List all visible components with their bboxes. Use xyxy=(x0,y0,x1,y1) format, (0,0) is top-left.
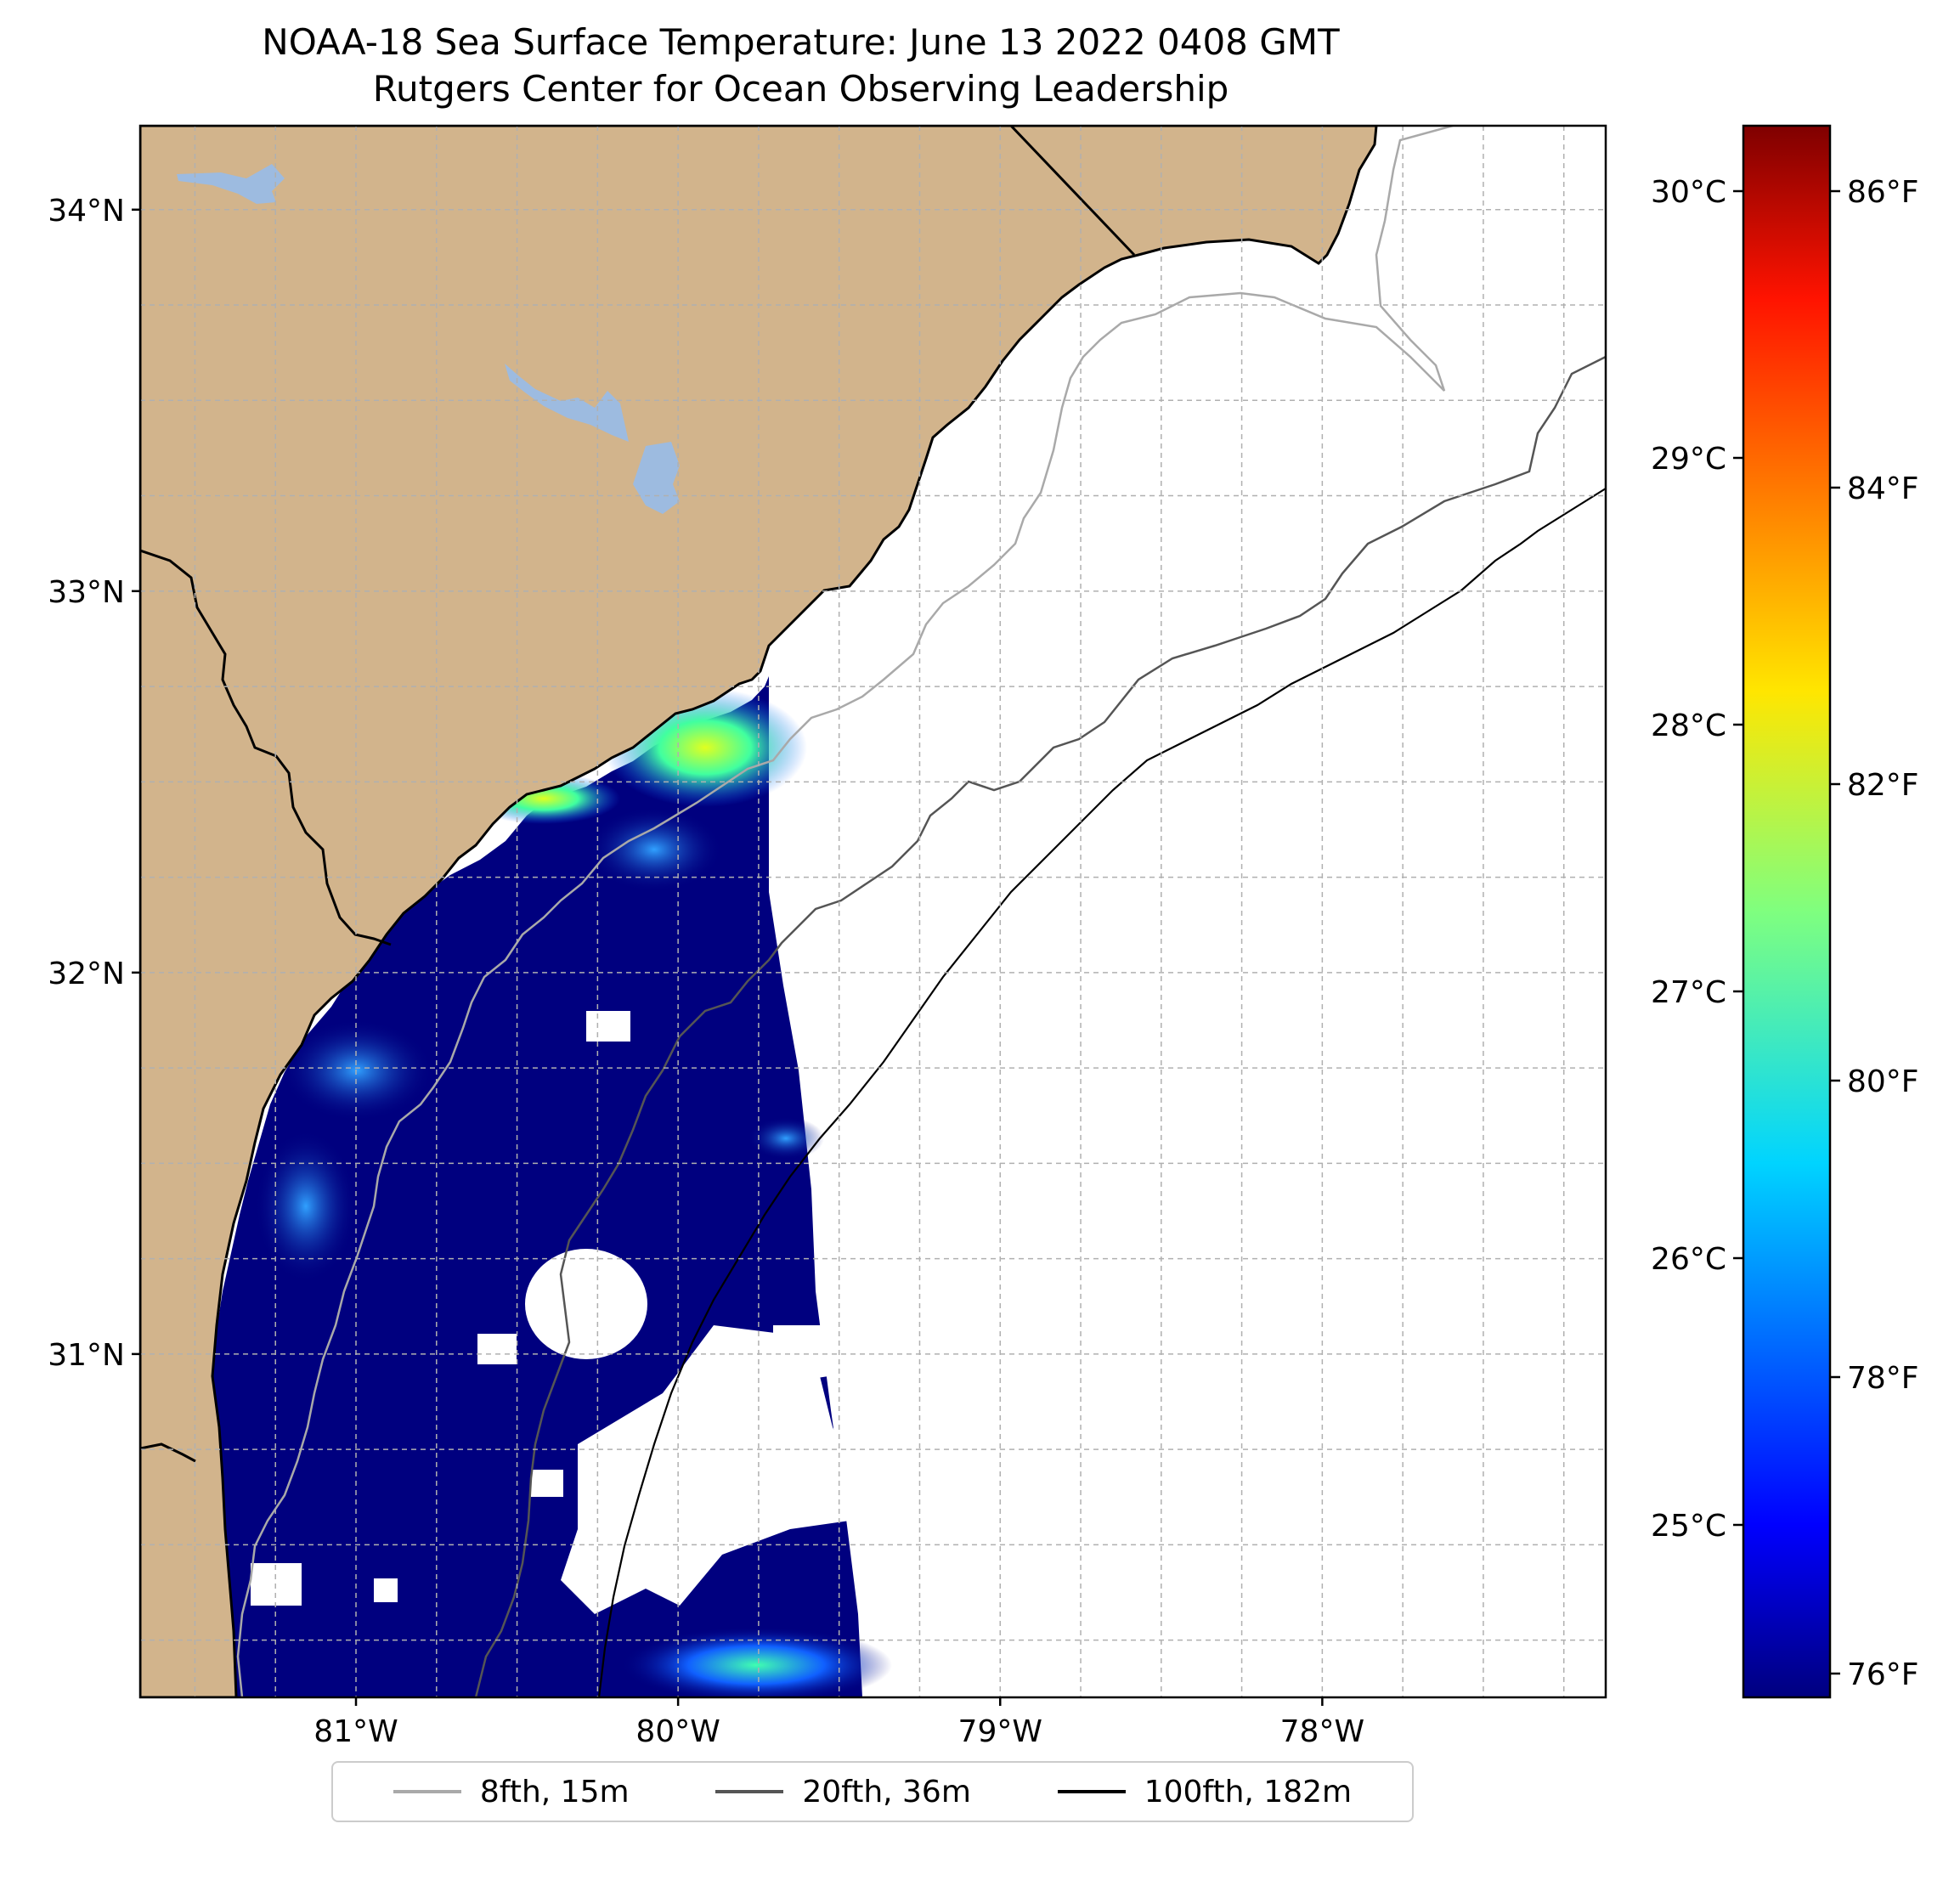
axis-ticks: 34°N 33°N 32°N 31°N 81°W 80°W 79°W 78°W xyxy=(48,194,1364,1749)
fahrenheit-tick-label: 82°F xyxy=(1847,768,1919,803)
legend-item-100fth: 100fth, 182m xyxy=(1057,1774,1353,1809)
celsius-tick-label: 26°C xyxy=(1651,1242,1726,1277)
warm-patch xyxy=(586,807,722,892)
legend-line xyxy=(393,1790,461,1793)
legend-item-20fth: 20fth, 36m xyxy=(715,1775,971,1809)
lake xyxy=(177,164,285,204)
lon-tick-label: 81°W xyxy=(313,1714,398,1749)
celsius-tick-label: 25°C xyxy=(1651,1509,1726,1544)
warm-patch xyxy=(620,1627,892,1697)
map-border xyxy=(138,124,1607,1699)
celsius-tick-label: 29°C xyxy=(1651,442,1726,477)
fahrenheit-tick-label: 78°F xyxy=(1847,1361,1919,1396)
lon-tick-label: 78°W xyxy=(1280,1714,1364,1749)
fahrenheit-tick-label: 86°F xyxy=(1847,175,1919,210)
fahrenheit-tick-label: 76°F xyxy=(1847,1657,1919,1692)
warm-patch xyxy=(280,1019,433,1121)
lat-tick-label: 32°N xyxy=(48,957,125,991)
contour-20fth xyxy=(474,355,1606,1697)
map-title: NOAA-18 Sea Surface Temperature: June 13… xyxy=(262,21,1340,63)
lat-tick-label: 31°N xyxy=(48,1338,125,1373)
lat-tick-label: 34°N xyxy=(48,194,125,229)
celsius-tick-label: 28°C xyxy=(1651,709,1726,743)
lon-tick-label: 79°W xyxy=(958,1714,1042,1749)
colorbar-ticks: 30°C 29°C 28°C 27°C 26°C 25°C 86°F 84°F 82°F 80°F… xyxy=(1651,175,1918,1692)
fahrenheit-tick-label: 80°F xyxy=(1847,1064,1919,1099)
no-data-gaps xyxy=(251,1011,850,1614)
gridlines xyxy=(140,126,1606,1697)
warm-patch xyxy=(255,1130,357,1283)
contour-legend: 8fth, 15m 20fth, 36m 100fth, 182m xyxy=(331,1761,1414,1822)
legend-line xyxy=(715,1790,784,1793)
lake xyxy=(505,364,629,442)
legend-line xyxy=(1057,1790,1126,1793)
celsius-tick-label: 27°C xyxy=(1651,975,1726,1010)
land xyxy=(140,126,1378,1697)
warm-patch xyxy=(748,1117,824,1160)
legend-label: 100fth, 182m xyxy=(1144,1774,1353,1809)
celsius-tick-label: 30°C xyxy=(1651,175,1726,210)
legend-label: 8fth, 15m xyxy=(479,1774,630,1809)
lat-tick-label: 33°N xyxy=(48,575,125,610)
contour-8fth xyxy=(236,126,1454,1697)
map-subtitle: Rutgers Center for Ocean Observing Leade… xyxy=(372,68,1229,110)
fahrenheit-tick-label: 84°F xyxy=(1847,471,1919,506)
legend-item-8fth: 8fth, 15m xyxy=(393,1775,630,1809)
contour-100fth xyxy=(597,488,1606,1697)
colorbar xyxy=(1742,124,1832,1699)
bathymetry-contours xyxy=(236,126,1606,1697)
lon-tick-label: 80°W xyxy=(635,1714,720,1749)
legend-label: 20fth, 36m xyxy=(802,1774,971,1809)
